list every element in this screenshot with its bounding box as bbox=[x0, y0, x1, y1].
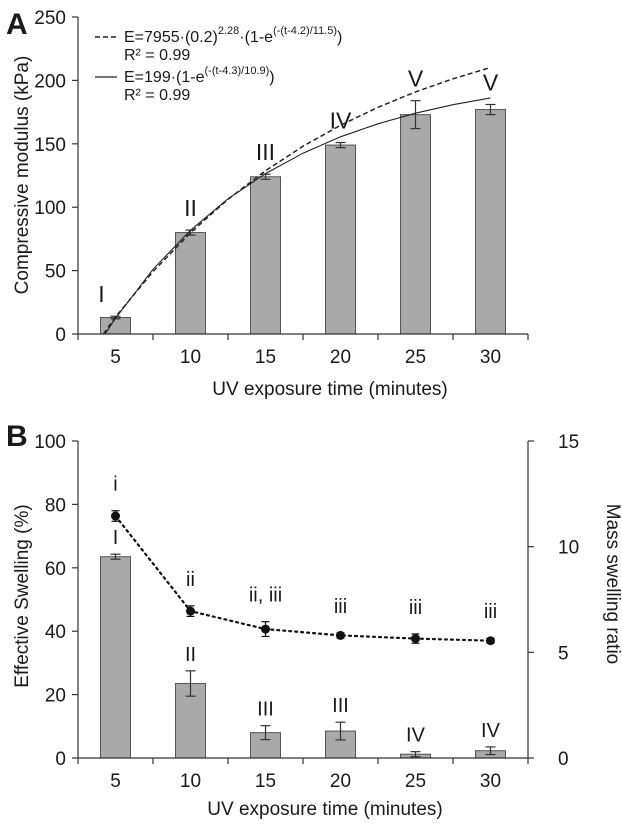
chart-b-y-tick-label: 100 bbox=[34, 432, 66, 453]
legend-fit-2-equation: E=199·(1-e(-(t-4.3)/10.9)) bbox=[124, 65, 275, 86]
chart-b-bar-group-label: II bbox=[185, 644, 196, 666]
chart-a-bar bbox=[475, 109, 506, 335]
chart-a-fit-curve-dashed bbox=[102, 66, 491, 335]
chart-b-point-group-label: i bbox=[113, 474, 117, 496]
chart-b-mass-ratio-line bbox=[114, 514, 492, 642]
chart-b-y-tick-label: 60 bbox=[45, 559, 66, 580]
chart-a-y-axis: 0 50 100 150 200 250 bbox=[34, 8, 79, 346]
chart-b-y2-tick-label: 10 bbox=[558, 538, 579, 559]
chart-a-bar bbox=[400, 114, 431, 335]
chart-a-x-tick-label: 10 bbox=[180, 347, 201, 368]
chart-b-x-tick-label: 30 bbox=[480, 771, 501, 792]
chart-b-y2-tick-label: 5 bbox=[558, 643, 569, 664]
chart-a-y-tick-label: 200 bbox=[34, 71, 66, 92]
chart-a-x-axis: 5 10 15 20 25 30 bbox=[77, 333, 529, 368]
chart-a-y-tick-label: 50 bbox=[45, 262, 66, 283]
chart-a-fit-curve-solid bbox=[104, 97, 491, 335]
chart-a-x-tick-label: 30 bbox=[480, 347, 501, 368]
chart-b-mass-ratio-point bbox=[111, 511, 120, 521]
chart-b-y-tick-label: 40 bbox=[45, 622, 66, 643]
chart-b-y-tick-label: 20 bbox=[45, 686, 66, 707]
chart-a-x-tick-label: 15 bbox=[255, 347, 276, 368]
chart-b-bars bbox=[100, 556, 506, 759]
chart-a-y-tick-label: 0 bbox=[55, 325, 66, 346]
chart-b-mass-ratio-point bbox=[411, 634, 420, 644]
chart-b-y-tick-label: 80 bbox=[45, 495, 66, 516]
chart-a-group-label: V bbox=[483, 69, 499, 95]
chart-b-x-tick-label: 20 bbox=[330, 771, 351, 792]
chart-b-bar-group-label: III bbox=[332, 695, 349, 717]
legend-fit-1-equation: E=7955·(0.2)2.28·(1-e(-(t-4.2)/11.5)) bbox=[124, 25, 342, 46]
chart-a-x-title: UV exposure time (minutes) bbox=[212, 379, 447, 400]
chart-a-y-tick-label: 150 bbox=[34, 135, 66, 156]
chart-a-legend: E=7955·(0.2)2.28·(1-e(-(t-4.2)/11.5)) R²… bbox=[95, 25, 342, 104]
chart-b-y-title: Effective Swelling (%) bbox=[12, 504, 33, 687]
chart-b-y-axis: 0 20 40 60 80 100 bbox=[34, 432, 79, 770]
chart-b-point-group-label: iii bbox=[484, 601, 497, 623]
chart-b-x-title: UV exposure time (minutes) bbox=[207, 799, 442, 820]
panel-label-b: B bbox=[6, 420, 28, 453]
legend-fit-1-r2: R² = 0.99 bbox=[124, 47, 190, 64]
chart-b-x-tick-label: 25 bbox=[405, 771, 426, 792]
chart-a-group-label: IV bbox=[330, 108, 352, 134]
chart-b-mass-ratio-point bbox=[336, 630, 345, 640]
chart-b-x-tick-label: 15 bbox=[255, 771, 276, 792]
chart-b-mass-ratio-series bbox=[111, 510, 495, 646]
chart-a-x-tick-label: 25 bbox=[405, 347, 426, 368]
chart-b-bar-group-label: IV bbox=[481, 720, 501, 742]
chart-b-y2-axis: 0 5 10 15 bbox=[527, 432, 579, 770]
chart-b-point-group-label: ii, iii bbox=[249, 585, 282, 607]
chart-a-bar bbox=[175, 232, 206, 335]
chart-b-bar bbox=[100, 556, 131, 759]
chart-b-point-group-label: ii bbox=[186, 569, 195, 591]
chart-b-bar-group-label: I bbox=[113, 527, 119, 549]
chart-b-mass-ratio-point bbox=[261, 624, 270, 634]
chart-a-group-label: I bbox=[98, 281, 104, 307]
chart-a-x-tick-label: 5 bbox=[110, 347, 121, 368]
chart-b-bar-error-bars bbox=[110, 553, 496, 758]
chart-b-y2-title: Mass swelling ratio bbox=[602, 504, 622, 665]
chart-a-fit-curves bbox=[102, 66, 491, 335]
chart-b-x-tick-label: 10 bbox=[180, 771, 201, 792]
chart-b-point-group-label: iii bbox=[409, 597, 422, 619]
chart-a-error-bars bbox=[110, 100, 496, 320]
chart-b-point-group-label: iii bbox=[334, 596, 347, 618]
chart-a-group-label: III bbox=[256, 139, 275, 165]
legend-fit-2-r2: R² = 0.99 bbox=[124, 87, 190, 104]
chart-b-x-tick-label: 5 bbox=[110, 771, 121, 792]
chart-a-x-tick-label: 20 bbox=[330, 347, 351, 368]
chart-a-y-tick-label: 100 bbox=[34, 198, 66, 219]
chart-b-x-axis: 5 10 15 20 25 30 bbox=[77, 757, 529, 792]
chart-b-y2-tick-label: 15 bbox=[558, 432, 579, 453]
chart-a-group-label: II bbox=[184, 195, 197, 221]
chart-b-y2-tick-label: 0 bbox=[558, 749, 569, 770]
chart-a-y-title: Compressive modulus (kPa) bbox=[12, 56, 33, 295]
chart-b-y-tick-label: 0 bbox=[55, 749, 66, 770]
chart-a-bar bbox=[250, 176, 281, 335]
chart-a-y-tick-label: 250 bbox=[34, 8, 66, 29]
chart-a-group-label: V bbox=[408, 66, 424, 92]
chart-b-mass-ratio-point bbox=[486, 636, 495, 646]
chart-a-bar bbox=[325, 144, 356, 335]
chart-b-mass-ratio-point bbox=[186, 606, 195, 616]
chart-b-bar-group-label: IV bbox=[406, 725, 426, 747]
panel-label-a: A bbox=[6, 8, 28, 41]
chart-a-bars bbox=[100, 109, 506, 335]
chart-b-bar-group-label: III bbox=[257, 699, 274, 721]
